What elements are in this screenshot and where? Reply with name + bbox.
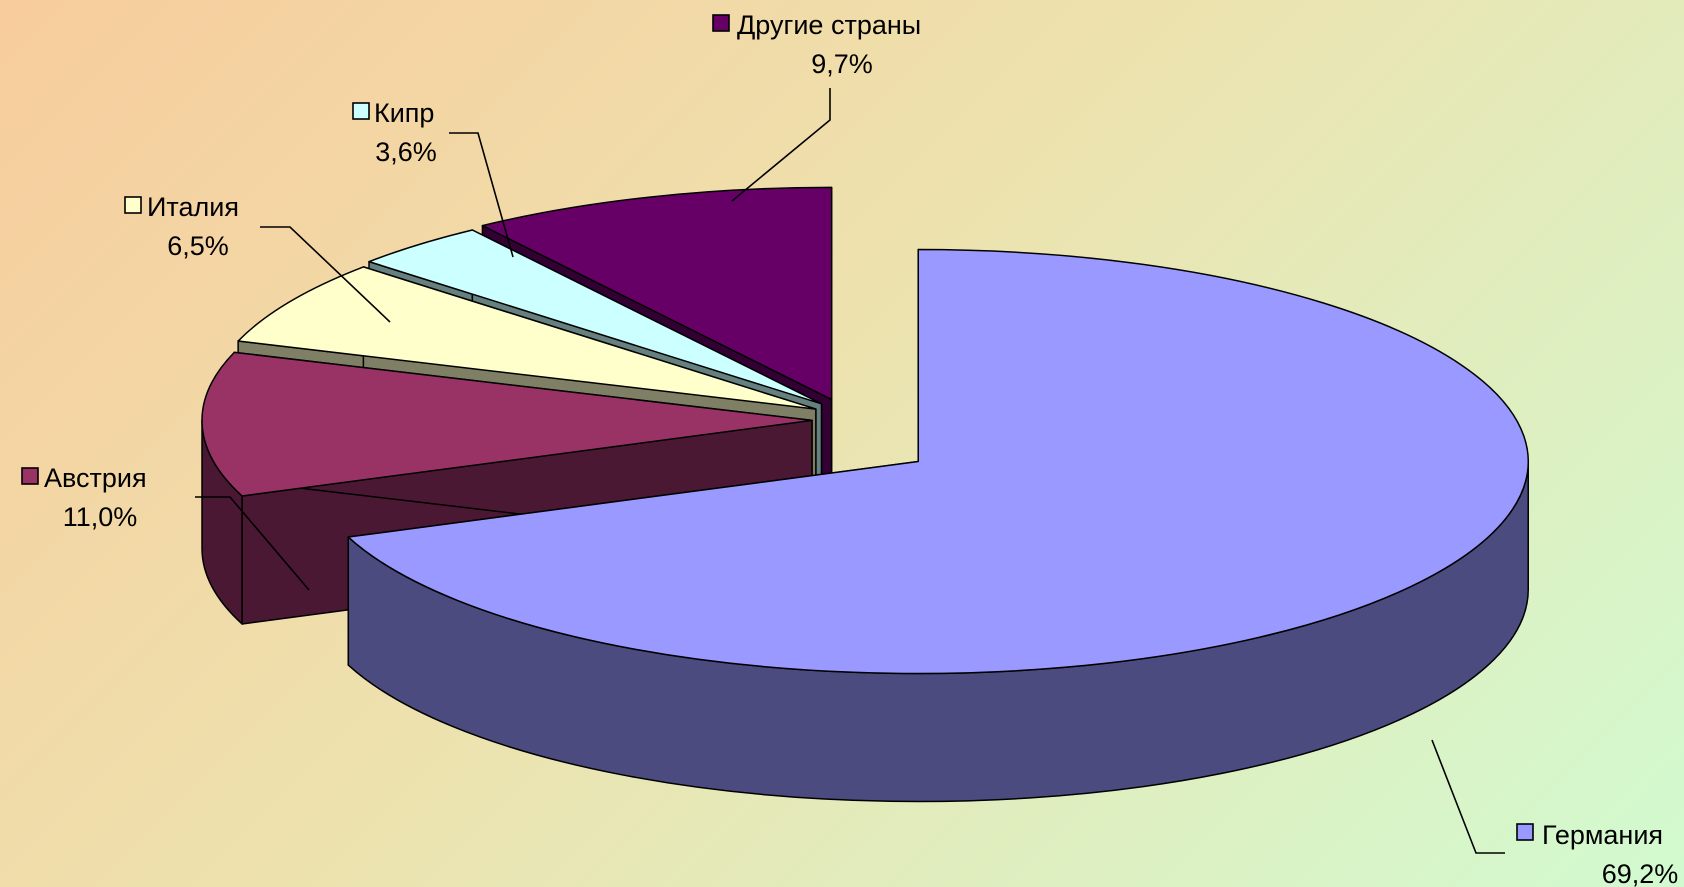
slice-top — [368, 229, 823, 405]
slice-top — [347, 248, 1529, 675]
legend-swatch — [124, 196, 142, 214]
label-Австрия: Австрия 11,0% — [21, 463, 310, 591]
slice-label: Другие страны — [737, 10, 921, 40]
label-Италия: Италия 6,5% — [124, 192, 391, 323]
slice-top — [237, 266, 817, 410]
slice-value-label: 11,0% — [63, 502, 138, 532]
slice-top — [201, 351, 813, 497]
leader-line — [449, 132, 514, 258]
slice-value-label: 3,6% — [375, 137, 437, 167]
pie-labels: Германия 69,2% Австрия 11,0% Италия 6,5% Кипр 3… — [21, 10, 1679, 887]
slice-label: Кипр — [374, 98, 434, 128]
leader-line — [260, 226, 391, 323]
slice-top — [481, 186, 833, 401]
legend-swatch — [712, 14, 730, 32]
legend-swatch — [21, 467, 39, 485]
legend-swatch — [1516, 823, 1534, 841]
leader-line — [195, 496, 310, 591]
label-Другие страны: Другие страны 9,7% — [712, 10, 921, 202]
label-Германия: Германия 69,2% — [1431, 739, 1679, 887]
legend-swatch — [352, 102, 370, 120]
pie-slices — [201, 186, 1529, 803]
label-Кипр: Кипр 3,6% — [352, 98, 514, 258]
pie-slice-Германия — [347, 248, 1529, 803]
slice-label: Австрия — [44, 463, 147, 493]
slice-value-label: 69,2% — [1602, 859, 1679, 887]
leader-line — [731, 88, 831, 202]
slice-label: Германия — [1542, 820, 1663, 850]
slice-value-label: 6,5% — [167, 231, 229, 261]
slice-label: Италия — [147, 192, 239, 222]
slice-value-label: 9,7% — [811, 49, 873, 79]
leader-line — [1431, 739, 1505, 854]
